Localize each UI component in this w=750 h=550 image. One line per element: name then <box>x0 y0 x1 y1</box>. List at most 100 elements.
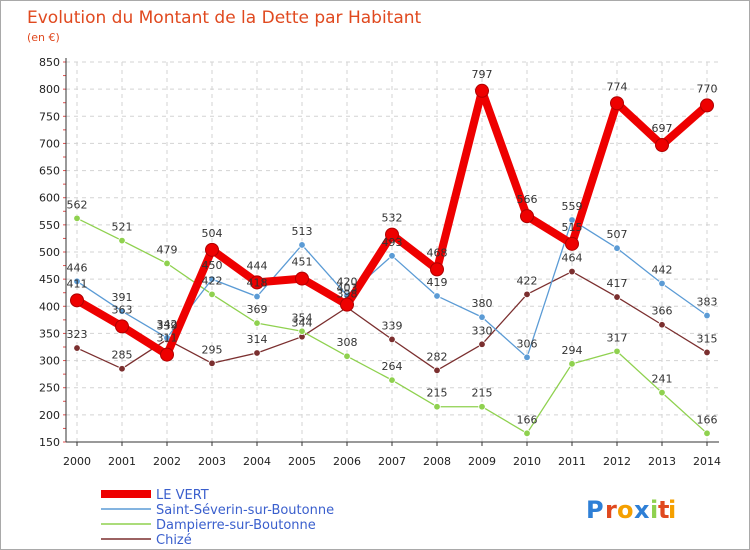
data-label: 166 <box>697 413 718 426</box>
data-label: 562 <box>67 198 88 211</box>
data-label: 418 <box>247 277 268 290</box>
y-tick-label: 500 <box>39 246 60 259</box>
data-point <box>703 429 711 438</box>
data-point <box>433 366 441 375</box>
data-label: 383 <box>697 296 718 309</box>
data-point <box>475 83 489 98</box>
data-label: 369 <box>247 303 268 316</box>
data-point <box>253 319 261 327</box>
data-label: 468 <box>427 246 448 259</box>
data-label: 774 <box>607 80 628 93</box>
data-label: 366 <box>652 305 673 318</box>
data-label: 444 <box>247 259 268 272</box>
data-point <box>388 376 396 384</box>
data-point <box>610 96 624 111</box>
data-point <box>523 290 531 299</box>
data-point <box>478 313 486 321</box>
x-tick-label: 2008 <box>423 455 451 468</box>
data-point <box>703 348 711 357</box>
data-point <box>385 227 399 242</box>
legend: LE VERTSaint-Séverin-sur-BoutonneDampier… <box>101 488 334 548</box>
data-point <box>613 347 621 356</box>
data-point <box>430 262 444 277</box>
data-point <box>388 252 396 260</box>
data-point <box>568 267 576 276</box>
data-point <box>340 297 354 312</box>
legend-label: LE VERT <box>156 488 209 503</box>
data-label: 420 <box>337 275 358 288</box>
y-tick-label: 250 <box>39 382 60 395</box>
data-point <box>70 293 84 308</box>
data-point <box>163 259 171 268</box>
axes: 150 200 250 300 350 400 450 500 550 600 650 700 750 8… <box>39 56 721 468</box>
logo-letter: i <box>650 496 658 524</box>
data-label: 339 <box>157 319 178 332</box>
data-point <box>433 292 441 300</box>
data-label: 323 <box>67 328 88 341</box>
data-point <box>205 242 219 257</box>
data-point <box>658 388 666 397</box>
x-tick-label: 2012 <box>603 455 631 468</box>
data-label: 479 <box>157 243 178 256</box>
x-tick-label: 2013 <box>648 455 676 468</box>
data-label: 354 <box>292 311 313 324</box>
data-label: 344 <box>292 317 313 330</box>
data-label: 521 <box>112 221 133 234</box>
logo-letter: o <box>617 496 634 524</box>
y-tick-label: 750 <box>39 110 60 123</box>
data-label: 450 <box>202 259 223 272</box>
data-label: 294 <box>562 344 583 357</box>
data-point <box>478 403 486 411</box>
y-tick-label: 200 <box>39 409 60 422</box>
data-point <box>253 292 261 301</box>
data-label: 342 <box>157 318 178 331</box>
data-label: 295 <box>202 343 223 356</box>
x-tick-label: 2010 <box>513 455 541 468</box>
data-point <box>118 365 126 373</box>
data-point <box>700 98 714 113</box>
y-tick-label: 450 <box>39 273 60 286</box>
data-point <box>568 216 576 224</box>
data-point <box>73 214 81 223</box>
data-labels: 411 363 311 504 444 451 403 532 468 797 566 515 774 6… <box>67 68 718 427</box>
data-label: 306 <box>517 337 538 350</box>
y-tick-label: 400 <box>39 300 60 313</box>
y-tick-label: 650 <box>39 165 60 178</box>
data-label: 339 <box>382 319 403 332</box>
logo-letter: x <box>634 496 650 524</box>
y-tick-label: 800 <box>39 83 60 96</box>
x-tick-label: 2002 <box>153 455 181 468</box>
data-point <box>253 349 261 357</box>
data-point <box>73 277 81 286</box>
y-tick-label: 700 <box>39 137 60 150</box>
data-point <box>520 209 534 224</box>
data-point <box>250 275 264 290</box>
x-tick-label: 2000 <box>63 455 91 468</box>
y-tick-label: 600 <box>39 192 60 205</box>
data-label: 451 <box>292 256 313 269</box>
x-tick-label: 2009 <box>468 455 496 468</box>
x-tick-label: 2006 <box>333 455 361 468</box>
data-label: 391 <box>112 291 133 304</box>
data-label: 398 <box>337 287 358 300</box>
data-label: 419 <box>427 276 448 289</box>
data-label: 770 <box>697 82 718 95</box>
data-point <box>295 271 309 286</box>
x-tick-label: 2003 <box>198 455 226 468</box>
data-label: 446 <box>67 261 88 274</box>
data-point <box>208 359 216 367</box>
data-label: 215 <box>472 387 493 400</box>
data-label: 422 <box>202 274 223 287</box>
data-label: 513 <box>292 225 313 238</box>
data-label: 264 <box>382 360 403 373</box>
data-point <box>565 236 579 251</box>
data-point <box>613 293 621 301</box>
data-point <box>658 279 666 288</box>
x-tick-label: 2007 <box>378 455 406 468</box>
data-point <box>568 360 576 368</box>
x-tick-label: 2014 <box>693 455 721 468</box>
data-label: 797 <box>472 68 493 81</box>
x-tick-label: 2005 <box>288 455 316 468</box>
